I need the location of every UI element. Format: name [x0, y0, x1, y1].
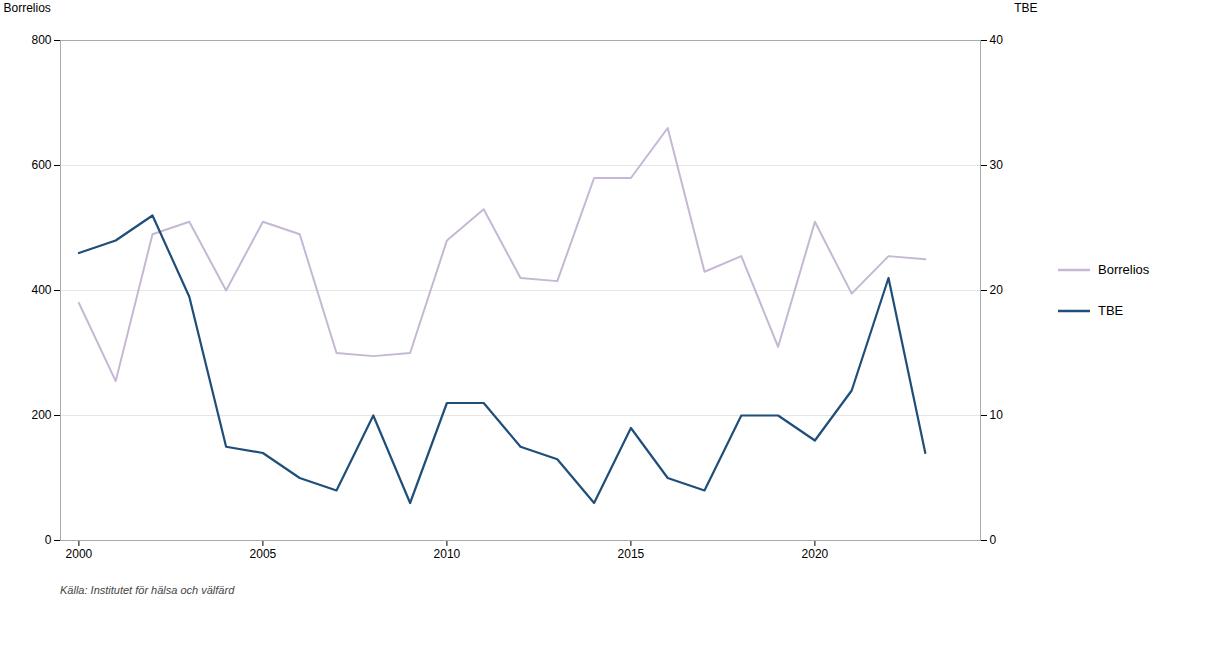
svg-text:Borrelios: Borrelios — [4, 1, 51, 15]
svg-text:2015: 2015 — [618, 547, 645, 561]
svg-text:2000: 2000 — [66, 547, 93, 561]
html-text:TBE: TBE — [1098, 303, 1124, 318]
svg-text:40: 40 — [990, 33, 1004, 47]
svg-text:400: 400 — [31, 283, 51, 297]
svg-text:800: 800 — [31, 33, 51, 47]
svg-text:30: 30 — [990, 158, 1004, 172]
svg-text:200: 200 — [31, 408, 51, 422]
svg-text:2005: 2005 — [250, 547, 277, 561]
svg-text:600: 600 — [31, 158, 51, 172]
svg-text:2020: 2020 — [802, 547, 829, 561]
html-text:Borrelios: Borrelios — [1098, 262, 1150, 277]
svg-text:0: 0 — [45, 533, 52, 547]
svg-text:2010: 2010 — [434, 547, 461, 561]
svg-text:TBE: TBE — [1014, 1, 1037, 15]
svg-text:10: 10 — [990, 408, 1004, 422]
html-text:Källa: Institutet för hälsa oc: Källa: Institutet för hälsa och välfärd — [60, 584, 235, 596]
svg-text:0: 0 — [990, 533, 997, 547]
svg-text:20: 20 — [990, 283, 1004, 297]
